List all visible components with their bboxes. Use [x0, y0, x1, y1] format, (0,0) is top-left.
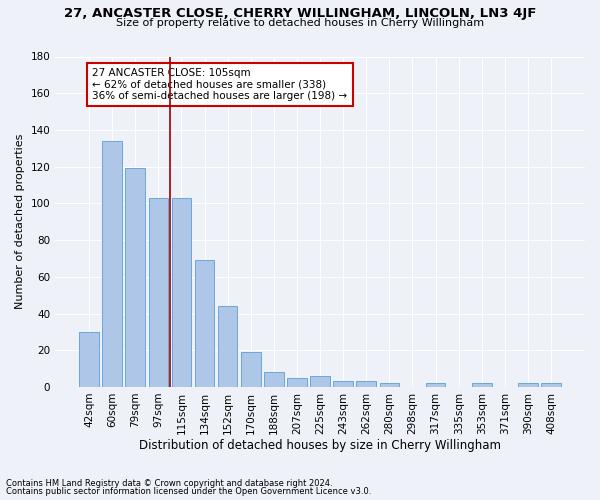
Bar: [125, 168, 145, 387]
Bar: [149, 198, 168, 387]
Bar: [79, 332, 99, 387]
Bar: [195, 260, 214, 387]
Text: 27 ANCASTER CLOSE: 105sqm
← 62% of detached houses are smaller (338)
36% of semi: 27 ANCASTER CLOSE: 105sqm ← 62% of detac…: [92, 68, 347, 102]
Bar: [310, 376, 330, 387]
Bar: [103, 141, 122, 387]
Text: Size of property relative to detached houses in Cherry Willingham: Size of property relative to detached ho…: [116, 18, 484, 28]
Bar: [518, 384, 538, 387]
X-axis label: Distribution of detached houses by size in Cherry Willingham: Distribution of detached houses by size …: [139, 440, 501, 452]
Bar: [380, 384, 399, 387]
Bar: [541, 384, 561, 387]
Bar: [241, 352, 260, 387]
Text: Contains HM Land Registry data © Crown copyright and database right 2024.: Contains HM Land Registry data © Crown c…: [6, 478, 332, 488]
Bar: [426, 384, 445, 387]
Bar: [356, 382, 376, 387]
Text: 27, ANCASTER CLOSE, CHERRY WILLINGHAM, LINCOLN, LN3 4JF: 27, ANCASTER CLOSE, CHERRY WILLINGHAM, L…: [64, 8, 536, 20]
Bar: [472, 384, 491, 387]
Bar: [172, 198, 191, 387]
Bar: [264, 372, 284, 387]
Bar: [218, 306, 238, 387]
Y-axis label: Number of detached properties: Number of detached properties: [15, 134, 25, 310]
Text: Contains public sector information licensed under the Open Government Licence v3: Contains public sector information licen…: [6, 487, 371, 496]
Bar: [334, 382, 353, 387]
Bar: [287, 378, 307, 387]
